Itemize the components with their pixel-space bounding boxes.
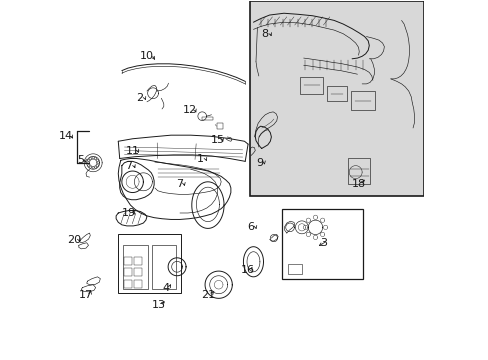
Text: 15: 15 [210,135,224,145]
Bar [300,77,323,94]
Text: 13: 13 [152,300,166,310]
Bar [122,244,147,289]
Text: 14: 14 [59,131,73,141]
Bar [202,117,212,121]
Text: 8: 8 [261,29,268,39]
Text: 4: 4 [162,283,169,293]
Bar [134,280,142,288]
Bar [287,264,301,274]
Text: 1: 1 [197,154,204,164]
Text: 18: 18 [351,179,365,189]
Text: 20: 20 [67,235,81,245]
Text: 3: 3 [319,238,326,248]
Bar [134,257,142,265]
Text: 17: 17 [79,291,93,301]
Text: 11: 11 [125,145,140,156]
Text: 21: 21 [201,291,215,301]
Bar [124,280,132,288]
Text: 7: 7 [175,179,183,189]
Bar [124,268,132,276]
Text: 19: 19 [122,208,136,218]
Text: 16: 16 [240,265,254,275]
Text: 10: 10 [140,51,154,61]
Bar [282,209,362,279]
Bar [134,268,142,276]
Text: 6: 6 [247,222,254,232]
Bar [124,257,132,265]
Text: 12: 12 [183,105,197,115]
Bar [152,244,176,289]
Text: 2: 2 [136,93,143,103]
Text: 7: 7 [125,161,132,171]
Text: 5: 5 [77,155,83,165]
Text: 9: 9 [256,158,263,168]
Bar [348,158,369,184]
Bar [351,91,374,110]
Bar [249,1,423,196]
Bar [118,234,181,293]
Bar [216,123,223,129]
Bar [326,86,346,101]
